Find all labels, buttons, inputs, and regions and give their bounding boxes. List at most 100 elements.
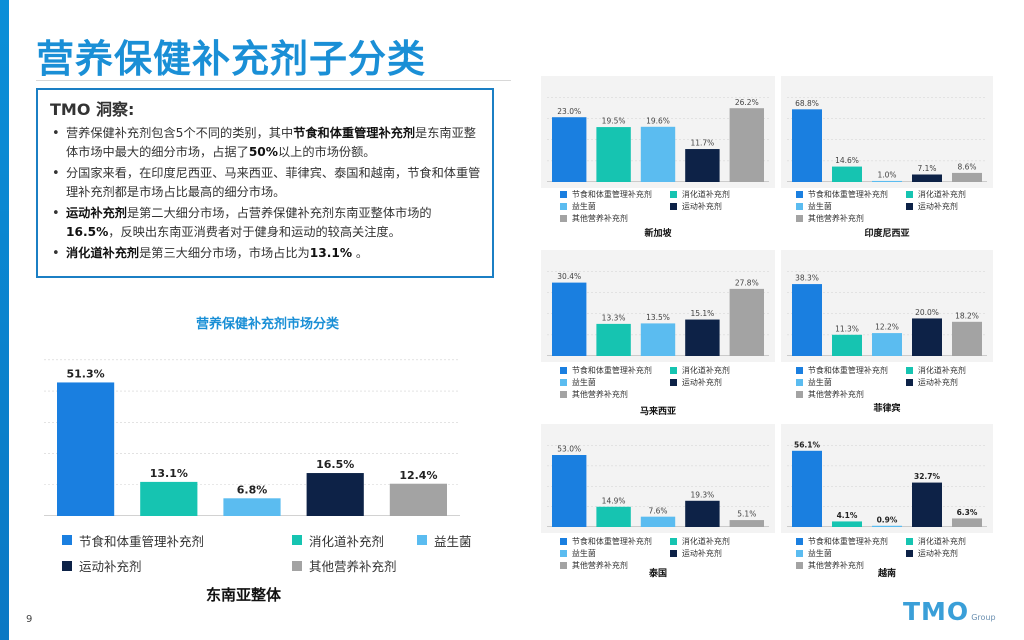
legend-label: 其他营养补充剂 bbox=[571, 214, 628, 223]
bar-chart-sg: 23.0% 19.5% 19.6% 11.7% 26.2% bbox=[547, 97, 769, 182]
data-label: 13.5% bbox=[646, 313, 670, 322]
insight-box: TMO 洞察: 营养保健补充剂包含5个不同的类别，其中节食和体重管理补充剂是东南… bbox=[36, 88, 494, 278]
legend-swatch bbox=[796, 538, 803, 545]
bar bbox=[952, 518, 982, 527]
legend-item: 运动补充剂 bbox=[906, 548, 991, 559]
data-label: 51.3% bbox=[67, 367, 105, 380]
data-label: 6.3% bbox=[957, 508, 978, 517]
bar bbox=[57, 382, 115, 516]
legend-item: 消化道补充剂 bbox=[906, 536, 991, 547]
country-label-vn: 越南 bbox=[877, 569, 896, 579]
legend-label: 节食和体重管理补充剂 bbox=[807, 537, 888, 546]
legend-swatch bbox=[670, 538, 677, 545]
title-divider bbox=[36, 80, 511, 81]
bar-chart-ph: 38.3% 11.3% 12.2% 20.0% 18.2% bbox=[787, 271, 987, 356]
legend-label: 节食和体重管理补充剂 bbox=[807, 190, 888, 199]
insight-highlight: 50% bbox=[248, 145, 278, 159]
data-label: 7.6% bbox=[648, 506, 667, 515]
legend-swatch bbox=[292, 560, 302, 571]
insight-text: 分国家来看，在印度尼西亚、马来西亚、菲律宾、泰国和越南，节食和体重管理补充剂都是… bbox=[66, 166, 481, 199]
insight-highlight: 16.5% bbox=[66, 225, 109, 239]
insight-text: 营养保健补充剂包含5个不同的类别，其中 bbox=[66, 126, 294, 140]
data-label: 0.9% bbox=[877, 515, 898, 524]
data-label: 30.4% bbox=[557, 272, 581, 281]
bar bbox=[872, 333, 902, 356]
bar bbox=[729, 520, 764, 527]
legend-label: 益生菌 bbox=[571, 549, 596, 558]
legend-item: 其他营养补充剂 bbox=[796, 560, 906, 571]
legend-item: 节食和体重管理补充剂 bbox=[796, 536, 906, 547]
legend-label: 消化道补充剂 bbox=[917, 366, 966, 375]
legend-swatch bbox=[796, 367, 803, 374]
data-label: 11.3% bbox=[835, 324, 859, 333]
legend-swatch bbox=[906, 550, 913, 557]
insight-highlight: 消化道补充剂 bbox=[66, 246, 140, 260]
legend-item: 节食和体重管理补充剂 bbox=[560, 536, 670, 547]
legend-swatch bbox=[796, 550, 803, 557]
country-label-ph: 菲律宾 bbox=[873, 404, 901, 414]
data-label: 20.0% bbox=[915, 308, 939, 317]
legend-label: 其他营养补充剂 bbox=[571, 561, 628, 570]
legend-item: 益生菌 bbox=[796, 548, 906, 559]
legend-label: 其他营养补充剂 bbox=[807, 390, 864, 399]
legend-swatch bbox=[796, 215, 803, 222]
legend-swatch bbox=[670, 379, 677, 386]
legend-label: 消化道补充剂 bbox=[681, 537, 730, 546]
bar bbox=[792, 109, 822, 182]
bar bbox=[912, 318, 942, 356]
legend-label: 节食和体重管理补充剂 bbox=[571, 537, 652, 546]
legend-item: 运动补充剂 bbox=[906, 377, 991, 388]
bar bbox=[685, 149, 720, 182]
legend-swatch bbox=[796, 562, 803, 569]
legend-swatch bbox=[560, 538, 567, 545]
data-label: 15.1% bbox=[690, 309, 714, 318]
bar-chart-id: 68.8% 14.6% 1.0% 7.1% 8.6% bbox=[787, 97, 987, 182]
bar bbox=[952, 172, 982, 182]
chart-legend-sg: 节食和体重管理补充剂 消化道补充剂 益生菌 运动补充剂 其他营养补充剂 bbox=[560, 189, 770, 224]
legend-swatch bbox=[906, 191, 913, 198]
chart-legend-ph: 节食和体重管理补充剂 消化道补充剂 益生菌 运动补充剂 其他营养补充剂 bbox=[796, 365, 991, 400]
legend-swatch bbox=[796, 391, 803, 398]
data-label: 14.9% bbox=[602, 496, 626, 505]
legend-item: 益生菌 bbox=[796, 377, 906, 388]
bar bbox=[552, 455, 587, 527]
legend-swatch bbox=[560, 367, 567, 374]
legend-label: 其他营养补充剂 bbox=[571, 390, 628, 399]
bar bbox=[832, 166, 862, 182]
legend-item: 消化道补充剂 bbox=[906, 365, 991, 376]
bar-chart-th: 53.0% 14.9% 7.6% 19.3% 5.1% bbox=[547, 445, 769, 527]
legend-label: 运动补充剂 bbox=[917, 549, 958, 558]
data-label: 19.5% bbox=[602, 117, 626, 126]
insight-bullet: 运动补充剂是第二大细分市场，占营养保健补充剂东南亚整体市场的 16.5%，反映出东… bbox=[50, 204, 482, 242]
legend-label: 消化道补充剂 bbox=[917, 190, 966, 199]
legend-item: 益生菌 bbox=[796, 201, 906, 212]
legend-label: 消化道补充剂 bbox=[681, 190, 730, 199]
data-label: 26.2% bbox=[735, 98, 759, 107]
legend-label: 运动补充剂 bbox=[917, 202, 958, 211]
data-label: 68.8% bbox=[795, 99, 819, 108]
bar-chart-vn: 56.1% 4.1% 0.9% 32.7% 6.3% bbox=[787, 440, 987, 527]
insight-highlight: 节食和体重管理补充剂 bbox=[293, 126, 416, 140]
data-label: 1.0% bbox=[877, 171, 896, 180]
legend-label: 节食和体重管理补充剂 bbox=[571, 366, 652, 375]
legend-item: 其他营养补充剂 bbox=[292, 556, 417, 576]
data-label: 19.6% bbox=[646, 116, 670, 125]
legend-swatch bbox=[62, 560, 72, 571]
legend-item: 运动补充剂 bbox=[670, 201, 770, 212]
legend-swatch bbox=[906, 538, 913, 545]
legend-item: 节食和体重管理补充剂 bbox=[796, 189, 906, 200]
legend-swatch bbox=[906, 203, 913, 210]
legend-item: 消化道补充剂 bbox=[906, 189, 991, 200]
bar bbox=[729, 108, 764, 182]
legend-label: 其他营养补充剂 bbox=[309, 559, 397, 574]
main-chart-title: 营养保健补充剂市场分类 bbox=[196, 317, 340, 332]
legend-label: 节食和体重管理补充剂 bbox=[571, 190, 652, 199]
legend-label: 消化道补充剂 bbox=[681, 366, 730, 375]
legend-item: 其他营养补充剂 bbox=[560, 213, 670, 224]
legend-label: 消化道补充剂 bbox=[917, 537, 966, 546]
legend-label: 运动补充剂 bbox=[79, 559, 142, 574]
bar bbox=[596, 323, 631, 356]
data-label: 32.7% bbox=[914, 472, 941, 481]
bar bbox=[640, 516, 676, 527]
legend-swatch bbox=[670, 550, 677, 557]
